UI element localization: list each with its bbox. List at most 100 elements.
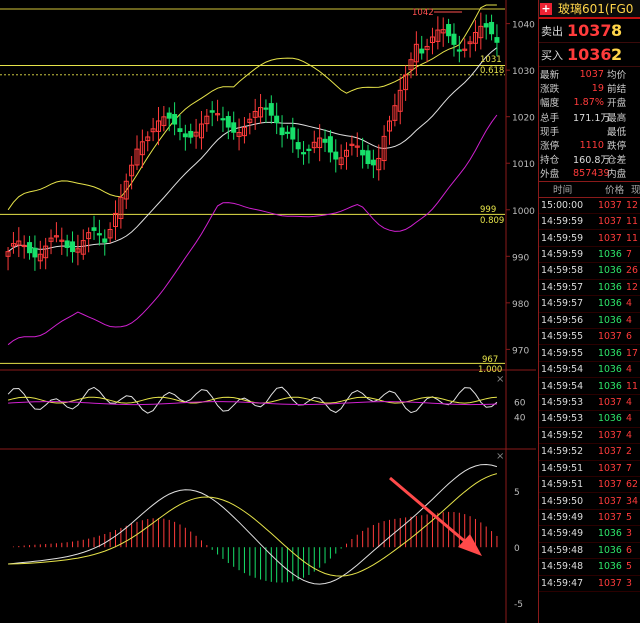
tick-row[interactable]: 14:59:57 1036 4 — [539, 296, 640, 313]
tick-row[interactable]: 14:59:53 1037 4 — [539, 395, 640, 412]
annotation-arrow-line — [389, 476, 469, 546]
tick-row[interactable]: 14:59:54 1036 4 — [539, 362, 640, 379]
candle-body — [113, 212, 119, 228]
tick-time: 14:59:59 — [541, 232, 584, 244]
tick-row[interactable]: 14:59:55 1037 6 — [539, 329, 640, 346]
candle-body — [392, 105, 398, 121]
lower-band-line — [7, 114, 498, 346]
candle-body — [408, 59, 414, 71]
candle-body — [344, 149, 350, 157]
tick-row[interactable]: 14:59:49 1036 3 — [539, 526, 640, 543]
quote-row: 外盘 857439 内盘 — [539, 166, 640, 181]
candle-body — [268, 103, 274, 116]
tick-time: 14:59:51 — [541, 479, 584, 491]
tick-row[interactable]: 15:00:00 1037 12 — [539, 198, 640, 214]
tick-row[interactable]: 14:59:52 1037 4 — [539, 428, 640, 445]
candle-body — [419, 48, 425, 54]
tick-row[interactable]: 14:59:54 1036 11 — [539, 378, 640, 395]
candle-body — [306, 148, 312, 151]
tick-row[interactable]: 14:59:47 1037 3 — [539, 576, 640, 592]
tick-volume: 4 — [626, 364, 632, 376]
tick-price: 1037 — [598, 396, 622, 408]
tick-volume: 12 — [626, 281, 638, 293]
candle-body — [472, 31, 478, 44]
candle-body — [349, 143, 355, 146]
level-label: 1.000 — [478, 365, 502, 375]
tick-price: 1037 — [598, 199, 622, 211]
tick-row[interactable]: 14:59:49 1037 5 — [539, 510, 640, 527]
ask-label: 卖出 — [541, 24, 563, 38]
candle-body — [59, 239, 65, 242]
tick-price: 1036 — [598, 561, 622, 573]
quote-row: 现手 最低 — [539, 124, 640, 138]
candle-body — [284, 131, 290, 134]
tick-row[interactable]: 14:59:53 1036 4 — [539, 411, 640, 428]
tick-price: 1036 — [598, 528, 622, 540]
tick-price: 1037 — [598, 495, 622, 507]
candle-body — [327, 136, 333, 153]
price-tick-label: 990 — [512, 253, 529, 263]
instrument-header[interactable]: + 玻璃601(FG0 — [539, 0, 640, 19]
tick-time: 14:59:54 — [541, 364, 584, 376]
tick-price: 1036 — [598, 347, 622, 359]
candle-body — [21, 244, 27, 248]
quote-table: 最新 1037 均价 涨跌 19 前结 幅度 1.87% 开盘 总手 171.1万 最高 现手 最低 涨停 1… — [539, 67, 640, 181]
tick-row[interactable]: 14:59:48 1036 6 — [539, 543, 640, 560]
tick-volume: 4 — [626, 298, 632, 310]
tick-row[interactable]: 14:59:56 1036 4 — [539, 313, 640, 329]
tick-row[interactable]: 14:59:48 1036 5 — [539, 559, 640, 576]
quote-row: 总手 171.1万 最高 — [539, 110, 640, 124]
candle-body — [301, 152, 307, 155]
ask-row[interactable]: 卖出 1037 8 — [539, 19, 640, 43]
level-label: 0.809 — [480, 216, 504, 226]
tick-price: 1036 — [598, 298, 622, 310]
candle-body — [290, 127, 296, 140]
tick-row[interactable]: 14:59:55 1036 17 — [539, 345, 640, 362]
tick-time: 14:59:57 — [541, 298, 584, 310]
level-label: 0.618 — [480, 66, 504, 76]
candle-body — [155, 120, 161, 132]
quote-value: 1037 — [579, 68, 604, 80]
candle-body — [365, 150, 371, 165]
tick-time: 14:59:59 — [541, 216, 584, 228]
tick-row[interactable]: 14:59:52 1037 2 — [539, 444, 640, 461]
candle-body — [322, 138, 328, 143]
close-pane-icon[interactable]: × — [496, 451, 504, 462]
candle-body — [317, 137, 323, 149]
candle-body — [177, 128, 183, 132]
candle-body — [123, 180, 129, 200]
tick-time: 14:59:48 — [541, 544, 584, 556]
tick-row[interactable]: 14:59:59 1036 7 — [539, 247, 640, 264]
quote-row: 持仓 160.8万 仓差 — [539, 152, 640, 166]
tick-price: 1037 — [598, 232, 622, 244]
price-tick-label: 1040 — [512, 21, 535, 31]
bid-row[interactable]: 买入 1036 2 — [539, 43, 640, 67]
high-marker-label: 1042 — [412, 8, 434, 18]
candle-body — [102, 238, 108, 243]
close-pane-icon[interactable]: × — [496, 374, 504, 385]
quote-row: 幅度 1.87% 开盘 — [539, 95, 640, 110]
candle-body — [107, 228, 113, 239]
tick-volume: 12 — [626, 199, 638, 211]
annotation-arrow-head — [458, 534, 482, 556]
macd-tick-label: 5 — [514, 488, 520, 498]
candle-body — [188, 130, 194, 138]
ask-qty: 8 — [611, 21, 623, 40]
candle-body — [247, 118, 253, 123]
candle-body — [311, 141, 317, 149]
tick-volume: 11 — [626, 380, 638, 392]
tick-row[interactable]: 14:59:59 1037 11 — [539, 230, 640, 247]
tick-row[interactable]: 14:59:50 1037 34 — [539, 493, 640, 510]
price-tick-label: 970 — [512, 346, 529, 356]
tick-row[interactable]: 14:59:58 1036 26 — [539, 263, 640, 280]
candle-body — [16, 240, 22, 246]
tick-row[interactable]: 14:59:51 1037 7 — [539, 461, 640, 477]
add-plus-icon[interactable]: + — [540, 1, 552, 15]
tick-row[interactable]: 14:59:51 1037 62 — [539, 477, 640, 494]
ticks-list[interactable]: 15:00:00 1037 12 14:59:59 1037 11 14:59:59 1037… — [539, 198, 640, 592]
candle-body — [220, 118, 226, 121]
quote-label: 总手 — [540, 112, 560, 124]
tick-row[interactable]: 14:59:57 1036 12 — [539, 280, 640, 297]
tick-row[interactable]: 14:59:59 1037 11 — [539, 214, 640, 231]
